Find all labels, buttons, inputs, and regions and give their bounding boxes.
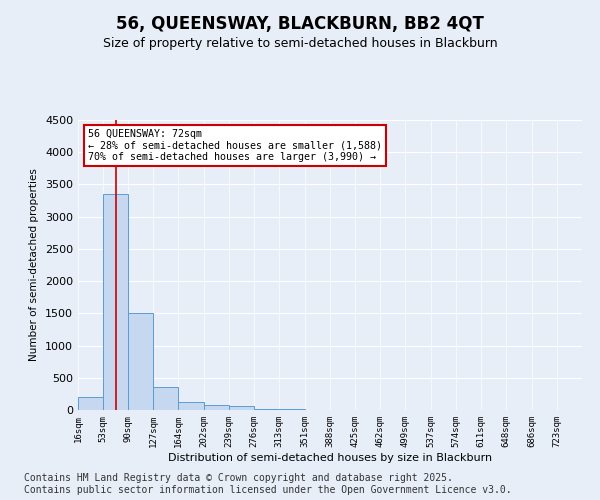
Bar bbox=[128, 314, 153, 410]
Text: 56, QUEENSWAY, BLACKBURN, BB2 4QT: 56, QUEENSWAY, BLACKBURN, BB2 4QT bbox=[116, 15, 484, 33]
Bar bbox=[103, 194, 128, 410]
Y-axis label: Number of semi-detached properties: Number of semi-detached properties bbox=[29, 168, 40, 362]
Bar bbox=[153, 388, 178, 410]
X-axis label: Distribution of semi-detached houses by size in Blackburn: Distribution of semi-detached houses by … bbox=[168, 452, 492, 462]
Text: Size of property relative to semi-detached houses in Blackburn: Size of property relative to semi-detach… bbox=[103, 38, 497, 51]
Bar bbox=[204, 405, 229, 410]
Bar bbox=[178, 402, 204, 410]
Text: 56 QUEENSWAY: 72sqm
← 28% of semi-detached houses are smaller (1,588)
70% of sem: 56 QUEENSWAY: 72sqm ← 28% of semi-detach… bbox=[88, 128, 382, 162]
Text: Contains HM Land Registry data © Crown copyright and database right 2025.
Contai: Contains HM Land Registry data © Crown c… bbox=[24, 474, 512, 495]
Bar bbox=[229, 406, 254, 410]
Bar bbox=[254, 408, 279, 410]
Bar bbox=[78, 397, 103, 410]
